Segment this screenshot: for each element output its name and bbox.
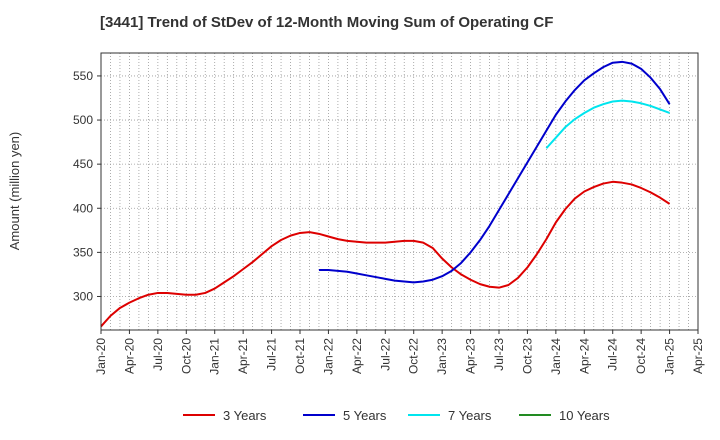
- y-tick-label: 300: [73, 289, 93, 303]
- legend: 3 Years 5 Years 7 Years 10 Years: [183, 408, 610, 423]
- x-tick-label: Apr-24: [577, 338, 591, 374]
- x-tick-label: Jul-23: [492, 338, 506, 371]
- x-tick-label: Apr-21: [236, 338, 250, 374]
- x-tick-label: Jan-21: [208, 338, 222, 375]
- y-tick-label: 550: [73, 69, 93, 83]
- y-tick-label: 500: [73, 113, 93, 127]
- y-tick-label: 450: [73, 157, 93, 171]
- x-tick-label: Jan-20: [94, 338, 108, 375]
- x-tick-label: Oct-21: [293, 338, 307, 374]
- x-tick-label: Oct-20: [179, 338, 193, 374]
- legend-label: 3 Years: [223, 408, 267, 423]
- grid-lines: [101, 53, 698, 330]
- series-lines: [100, 60, 671, 328]
- x-tick-label: Jul-24: [606, 338, 620, 371]
- legend-label: 5 Years: [343, 408, 387, 423]
- x-tick-label: Apr-25: [691, 338, 705, 374]
- x-tick-label: Apr-23: [464, 338, 478, 374]
- series-line-5-years: [318, 60, 671, 284]
- legend-label: 10 Years: [559, 408, 610, 423]
- x-tick-label: Oct-22: [407, 338, 421, 374]
- x-tick-label: Oct-24: [634, 338, 648, 374]
- x-tick-label: Apr-22: [350, 338, 364, 374]
- x-tick-label: Apr-20: [122, 338, 136, 374]
- series-line-7-years: [545, 99, 670, 149]
- x-tick-label: Oct-23: [520, 338, 534, 374]
- series-line-3-years: [100, 180, 671, 328]
- plot-border: [100, 52, 699, 331]
- x-tick-label: Jan-23: [435, 338, 449, 375]
- x-tick-label: Jan-24: [549, 338, 563, 375]
- x-tick-label: Jan-25: [663, 338, 677, 375]
- x-tick-label: Jul-22: [378, 338, 392, 371]
- x-tick-label: Jul-20: [151, 338, 165, 371]
- plot-background: [101, 53, 698, 330]
- x-axis-ticks: Jan-20 Apr-20 Jul-20 Oct-20 Jan-21 Apr-21 Jul-…: [94, 330, 705, 375]
- y-tick-label: 400: [73, 201, 93, 215]
- x-tick-label: Jul-21: [265, 338, 279, 371]
- y-axis-ticks: 300 350 400 450 500 550: [73, 69, 101, 303]
- y-tick-label: 350: [73, 245, 93, 259]
- legend-label: 7 Years: [448, 408, 492, 423]
- y-axis-title: Amount (million yen): [7, 132, 22, 251]
- chart-title: [3441] Trend of StDev of 12-Month Moving…: [100, 14, 554, 31]
- x-tick-label: Jan-22: [321, 338, 335, 375]
